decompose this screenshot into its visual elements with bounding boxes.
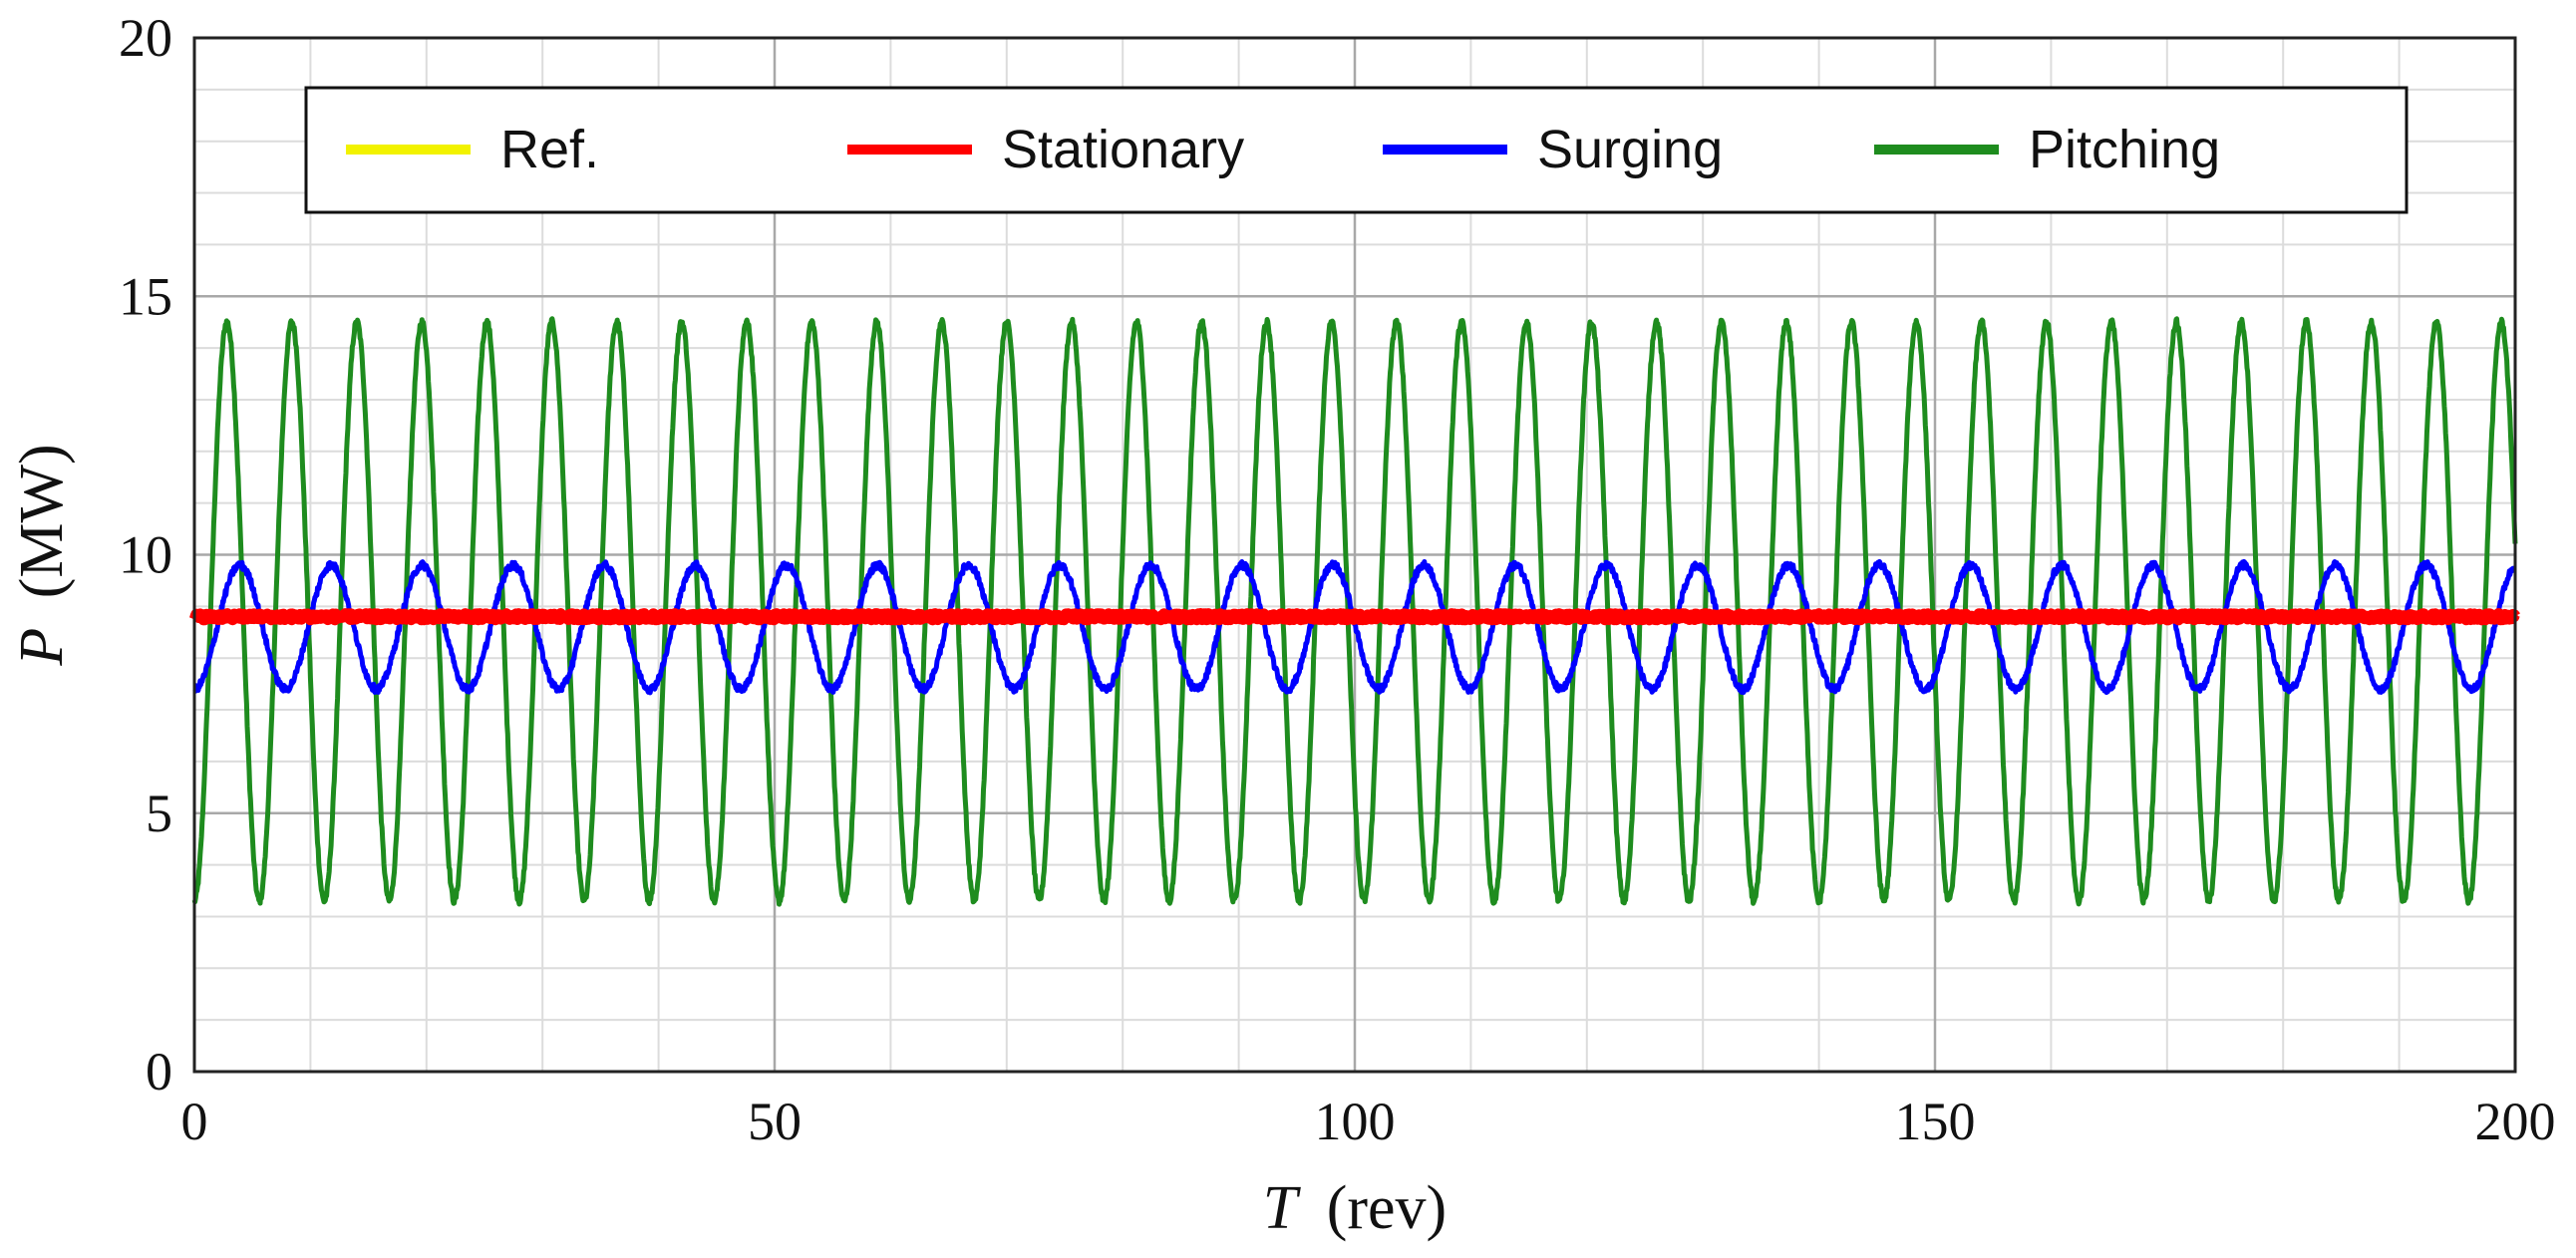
series-layer (188, 316, 2520, 907)
y-tick-label: 20 (119, 8, 172, 68)
legend-box (304, 86, 2409, 214)
tick-labels: 0 50 100 150 200 0 5 10 15 20 (119, 8, 2556, 1151)
x-axis-label: T (rev) (1263, 1174, 1447, 1242)
x-tick-label: 150 (1895, 1092, 1976, 1151)
y-tick-label: 0 (146, 1042, 172, 1101)
y-tick-label: 10 (119, 525, 172, 585)
x-tick-label: 100 (1315, 1092, 1396, 1151)
y-tick-label: 5 (146, 784, 172, 843)
series-line-stationary (188, 608, 2520, 626)
x-tick-label: 0 (181, 1092, 208, 1151)
x-axis-var: T (1263, 1174, 1302, 1242)
plot-frame (192, 36, 2517, 1074)
legend: Ref. Stationary Surging Pitching (304, 86, 2409, 214)
y-axis-var: P (8, 628, 76, 667)
y-axis-label: P (MW) (8, 444, 76, 666)
x-axis-unit: (rev) (1327, 1174, 1447, 1242)
x-tick-label: 200 (2475, 1092, 2556, 1151)
y-axis-unit: (MW) (8, 444, 76, 598)
legend-label: Pitching (2029, 120, 2220, 179)
legend-items: Ref. Stationary Surging Pitching (346, 120, 2220, 179)
y-tick-label: 15 (119, 266, 172, 326)
legend-label: Surging (1537, 120, 1723, 179)
x-tick-label: 50 (748, 1092, 802, 1151)
legend-label: Ref. (500, 120, 599, 179)
legend-label: Stationary (1002, 120, 1244, 179)
